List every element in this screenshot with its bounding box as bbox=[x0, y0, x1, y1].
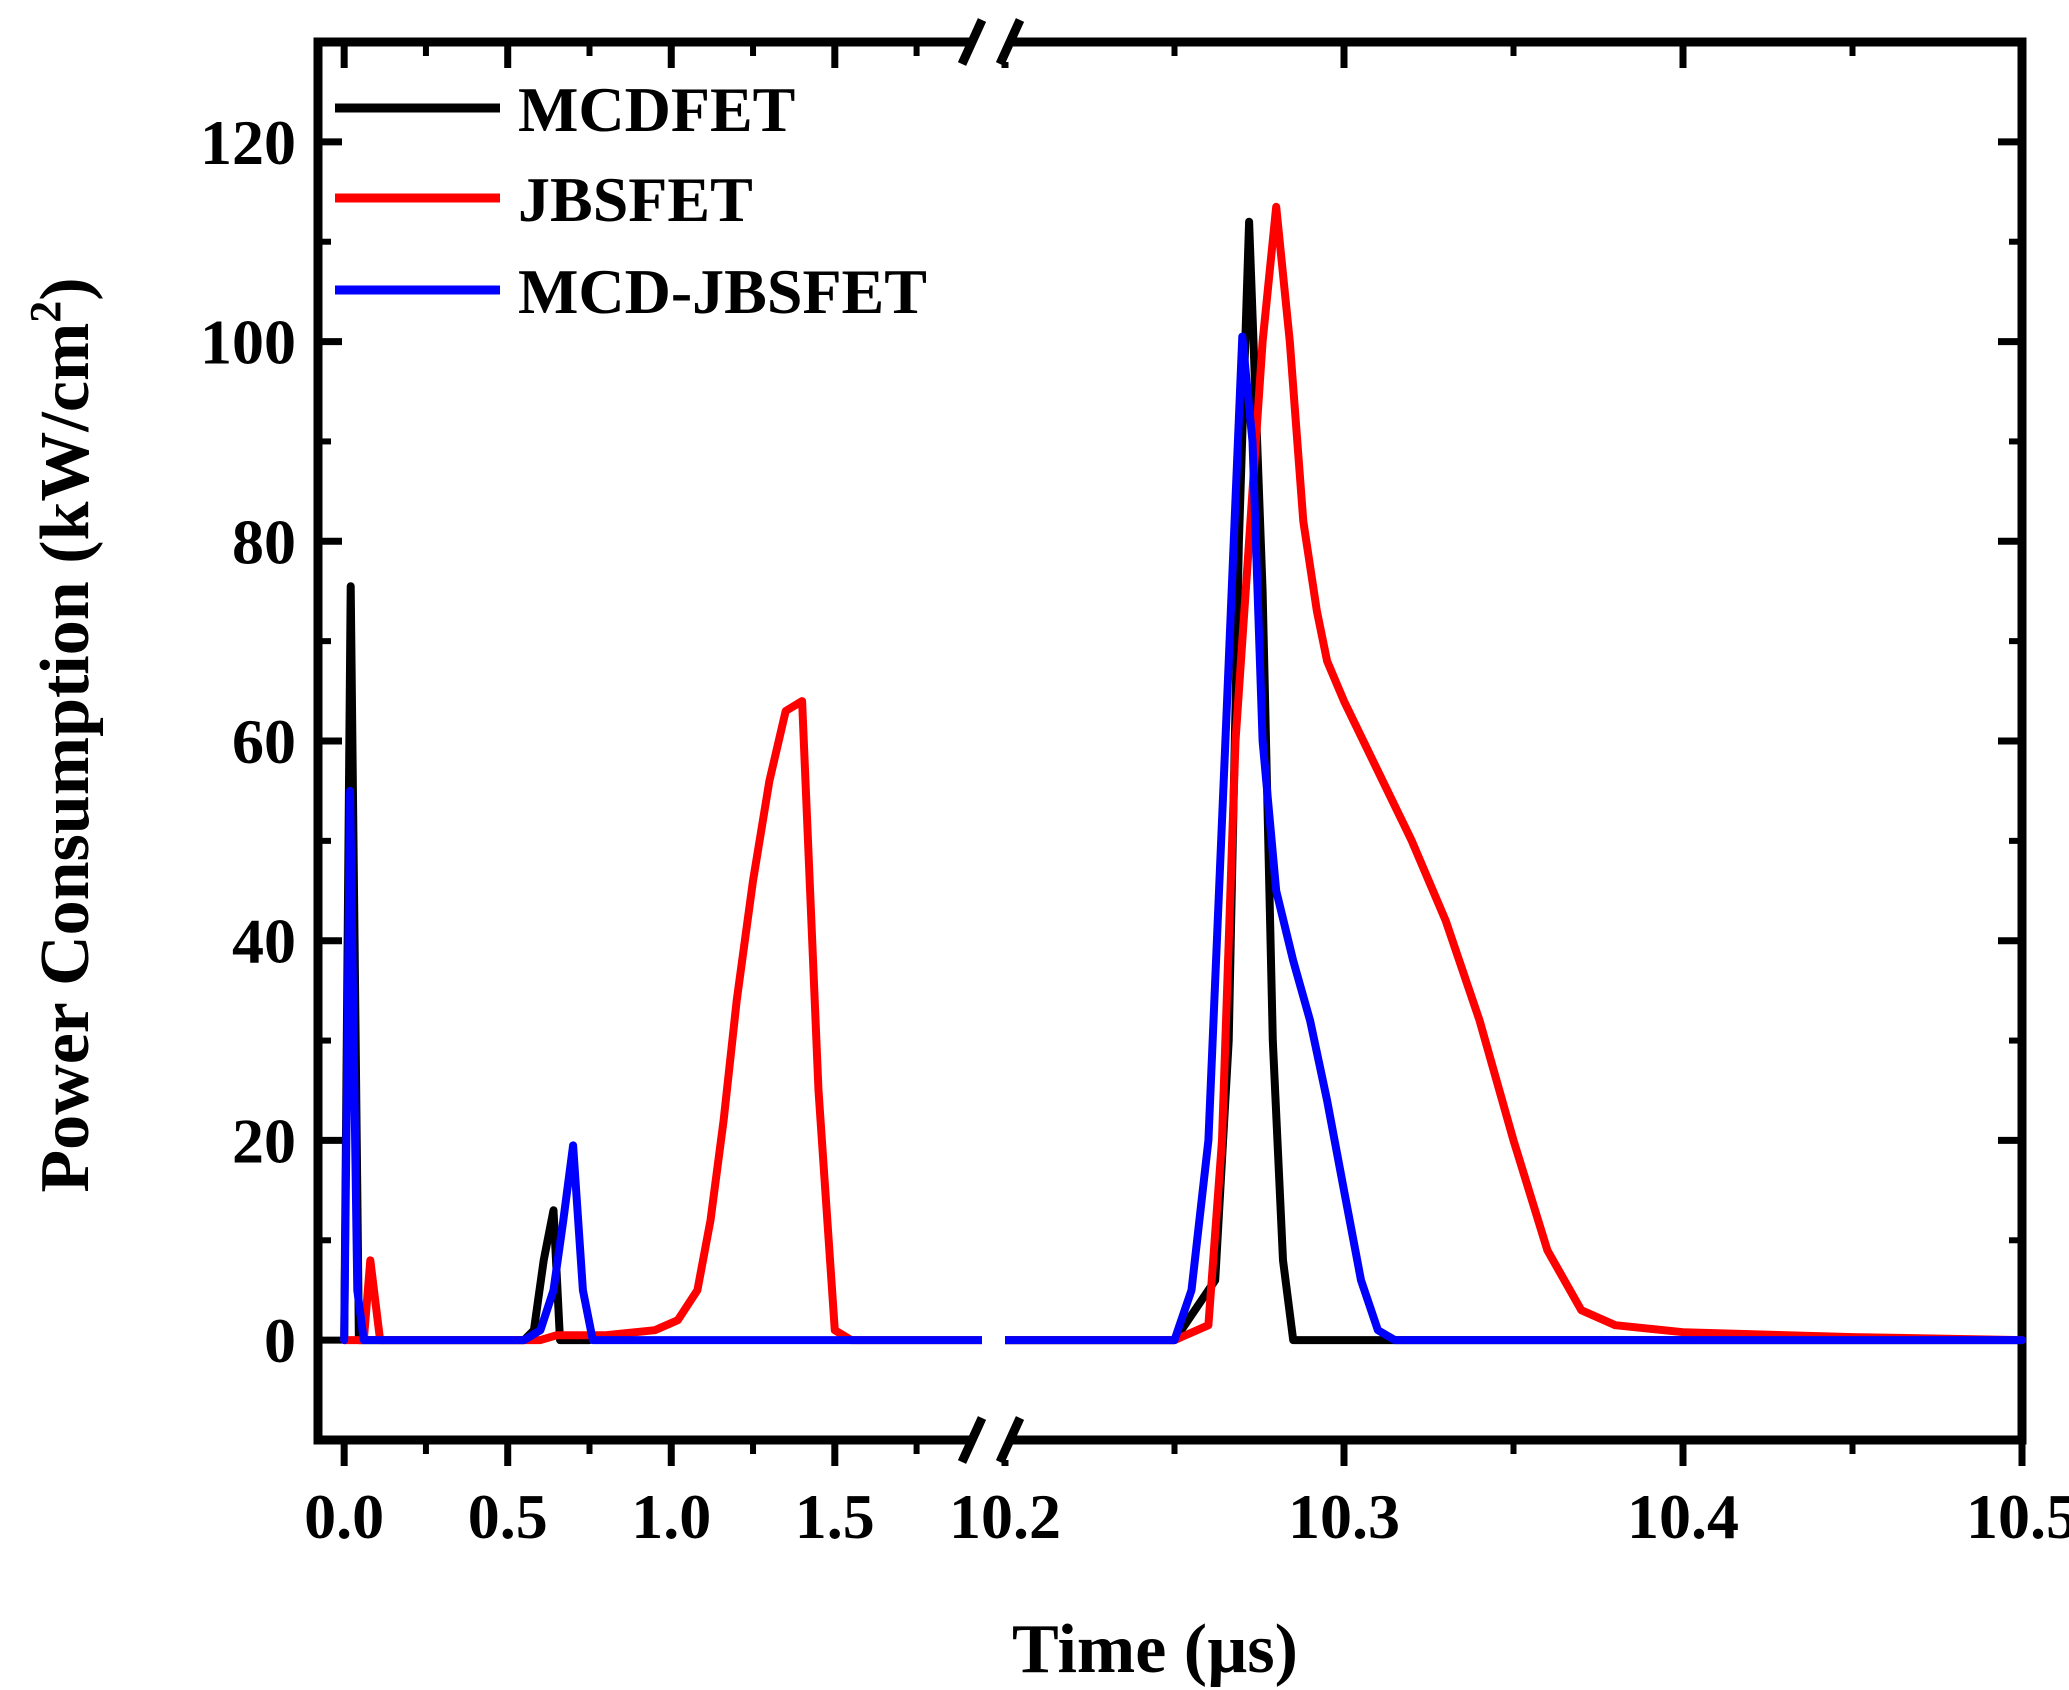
series-line-jbsfet-part-1 bbox=[1001, 202, 2026, 1345]
y-tick-label: 0 bbox=[264, 1305, 296, 1376]
y-axis-title: Power Consumption (kW/cm2) bbox=[21, 277, 104, 1192]
y-tick-label: 80 bbox=[232, 506, 296, 577]
x-tick-label: 1.5 bbox=[795, 1481, 875, 1552]
data-break-gap bbox=[982, 1320, 1005, 1361]
series-line-mcdfet-part-1 bbox=[1001, 217, 2026, 1345]
y-tick-label: 100 bbox=[200, 307, 296, 378]
y-tick-label: 20 bbox=[232, 1105, 296, 1176]
x-tick-label: 1.0 bbox=[631, 1481, 711, 1552]
legend-label-mcdfet: MCDFET bbox=[518, 74, 795, 145]
y-axis-title-superscript: 2 bbox=[21, 301, 70, 323]
y-axis-ticks: 0 20 40 60 80 100 120 bbox=[200, 39, 2022, 1443]
axis-break-slash bbox=[995, 1416, 1025, 1464]
legend-label-jbsfet: JBSFET bbox=[518, 164, 753, 235]
x-axis-title: Time (µs) bbox=[1012, 1611, 1298, 1688]
legend-label-mcd-jbsfet: MCD-JBSFET bbox=[518, 256, 927, 327]
x-tick-label: 10.2 bbox=[949, 1481, 1061, 1552]
series-line-mcd-jbsfet-part-0 bbox=[340, 786, 986, 1345]
series-layer bbox=[340, 202, 2026, 1345]
x-tick-label: 10.4 bbox=[1627, 1481, 1739, 1552]
y-axis-title-close: ) bbox=[27, 277, 104, 300]
x-tick-label: 0.5 bbox=[468, 1481, 548, 1552]
y-tick-label: 40 bbox=[232, 906, 296, 977]
axis-break-slash bbox=[995, 18, 1025, 66]
x-tick-label: 10.3 bbox=[1288, 1481, 1400, 1552]
y-axis-title-main: Power Consumption (kW/cm bbox=[27, 323, 104, 1193]
x-tick-label: 10.5 bbox=[1966, 1481, 2069, 1552]
plot-frame bbox=[313, 37, 2027, 1445]
axis-break-slash bbox=[957, 18, 987, 66]
y-tick-label: 120 bbox=[200, 107, 296, 178]
axis-break-marks bbox=[957, 18, 1025, 1464]
x-axis-ticks: 0.0 0.5 1.0 1.5 10.2 10.3 10.4 10.5 bbox=[304, 42, 2069, 1552]
x-tick-label: 0.0 bbox=[304, 1481, 384, 1552]
series-line-jbsfet-part-0 bbox=[340, 697, 986, 1345]
series-line-mcd-jbsfet-part-1 bbox=[1001, 332, 2026, 1345]
y-tick-label: 60 bbox=[232, 706, 296, 777]
legend: MCDFET JBSFET MCD-JBSFET bbox=[335, 74, 927, 327]
series-line-mcdfet-part-0 bbox=[340, 582, 594, 1345]
axis-break-slash bbox=[957, 1416, 987, 1464]
